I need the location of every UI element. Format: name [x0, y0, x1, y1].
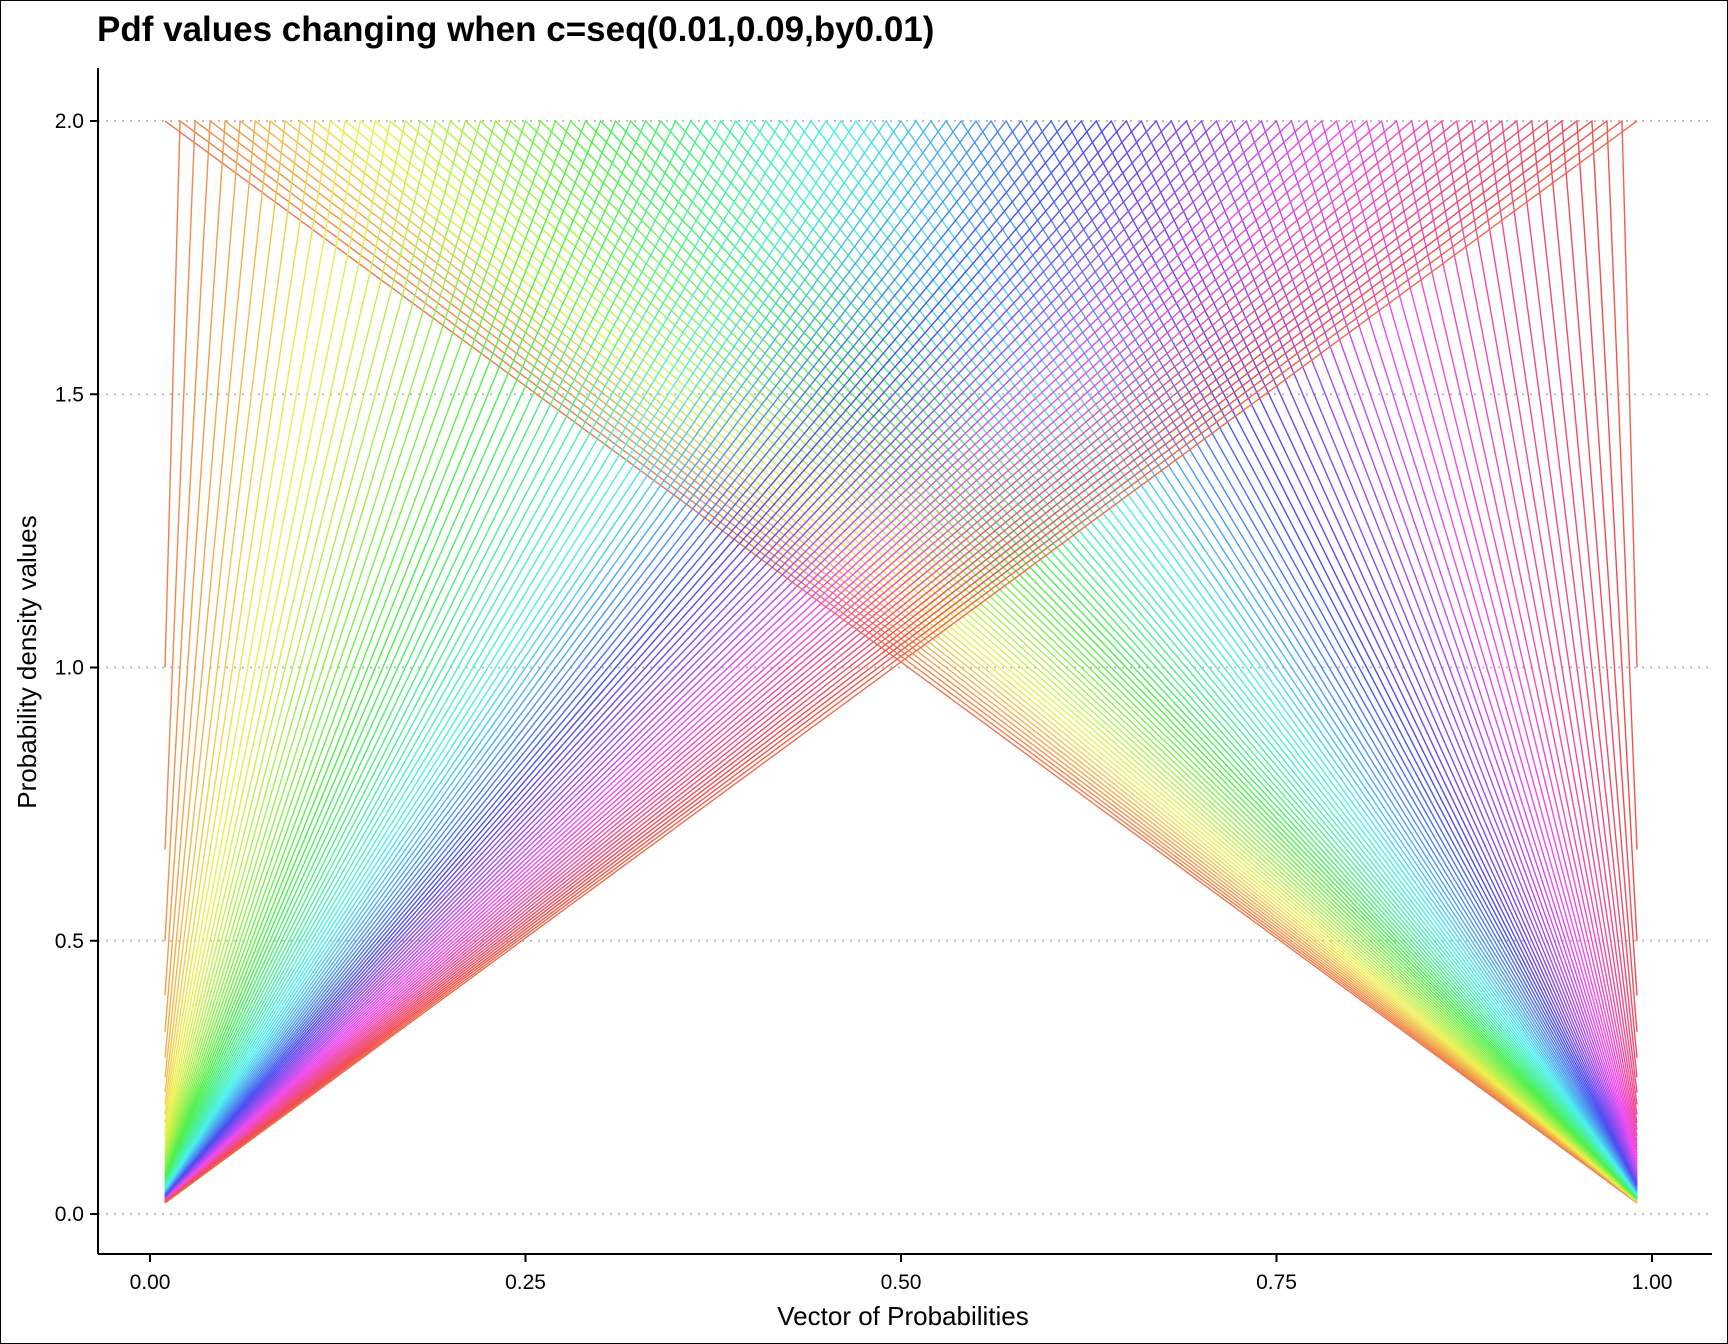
series-line	[164, 120, 1638, 1204]
series-line	[164, 119, 1638, 1203]
series-line	[164, 119, 1638, 1199]
series-line	[164, 119, 1638, 1203]
series-line	[164, 119, 1638, 1202]
series-line	[164, 119, 1638, 1194]
series-line	[164, 119, 1638, 1200]
x-tick-label: 1.00	[1632, 1271, 1673, 1294]
series-line	[164, 119, 1638, 1201]
series-line	[164, 119, 1638, 1196]
series-line	[164, 119, 1638, 1197]
series-line	[164, 119, 1638, 1202]
series-line	[164, 119, 1638, 1196]
series-line	[164, 119, 1638, 1199]
series-line	[164, 119, 1638, 1195]
grid-lines	[98, 120, 1712, 1215]
series-line	[164, 119, 1638, 1195]
series-line	[164, 119, 1638, 1198]
series-line	[164, 119, 1638, 1200]
series-line	[164, 119, 1638, 1195]
series-line	[164, 119, 1638, 1201]
y-tick-label: 0.0	[55, 1203, 84, 1226]
chart-title: Pdf values changing when c=seq(0.01,0.09…	[97, 10, 935, 49]
x-tick-label: 0.00	[130, 1271, 171, 1294]
series-line	[164, 119, 1638, 1203]
x-tick-label: 0.75	[1256, 1271, 1297, 1294]
y-tick-label: 1.0	[55, 657, 84, 680]
series-line	[164, 119, 1638, 1203]
y-tick-label: 0.5	[55, 930, 84, 953]
series-line	[164, 119, 1638, 1202]
series-line	[164, 119, 1638, 1203]
series-line	[164, 119, 1638, 1202]
series-line	[164, 119, 1638, 1199]
series-line	[164, 119, 1638, 1204]
series-line	[164, 119, 1638, 1204]
series-line	[164, 119, 1638, 1200]
series-line	[164, 119, 1638, 1204]
series-line	[164, 119, 1638, 1200]
series-line	[164, 119, 1638, 1196]
series-line	[164, 119, 1638, 1196]
series-group	[164, 119, 1638, 1204]
x-axis-title: Vector of Probabilities	[777, 1301, 1028, 1331]
series-line	[164, 119, 1638, 1198]
series-line	[164, 119, 1638, 1201]
series-line	[164, 119, 1638, 1200]
series-line	[164, 119, 1638, 1203]
series-line	[164, 119, 1638, 1202]
series-line	[164, 119, 1638, 1197]
y-axis-title: Probability density values	[12, 515, 42, 808]
axes: 0.00 0.25 0.50 0.75 1.00 0.0 0.5 1.0 1.5 2.0	[55, 68, 1712, 1294]
series-line	[164, 119, 1638, 1198]
series-line	[164, 119, 1638, 1193]
x-tick-label: 0.25	[505, 1271, 546, 1294]
series-line	[164, 119, 1638, 1203]
series-line	[164, 119, 1638, 1201]
series-line	[164, 119, 1638, 1197]
x-tick-label: 0.50	[881, 1271, 922, 1294]
series-line	[164, 119, 1638, 1201]
series-line	[164, 119, 1638, 1193]
series-line	[164, 119, 1638, 1202]
y-tick-label: 2.0	[55, 110, 84, 133]
series-line	[164, 119, 1638, 1202]
series-line	[164, 119, 1638, 1199]
series-line	[164, 119, 1638, 1194]
y-tick-label: 1.5	[55, 383, 84, 406]
series-line	[164, 119, 1638, 1204]
series-line	[164, 119, 1638, 1198]
